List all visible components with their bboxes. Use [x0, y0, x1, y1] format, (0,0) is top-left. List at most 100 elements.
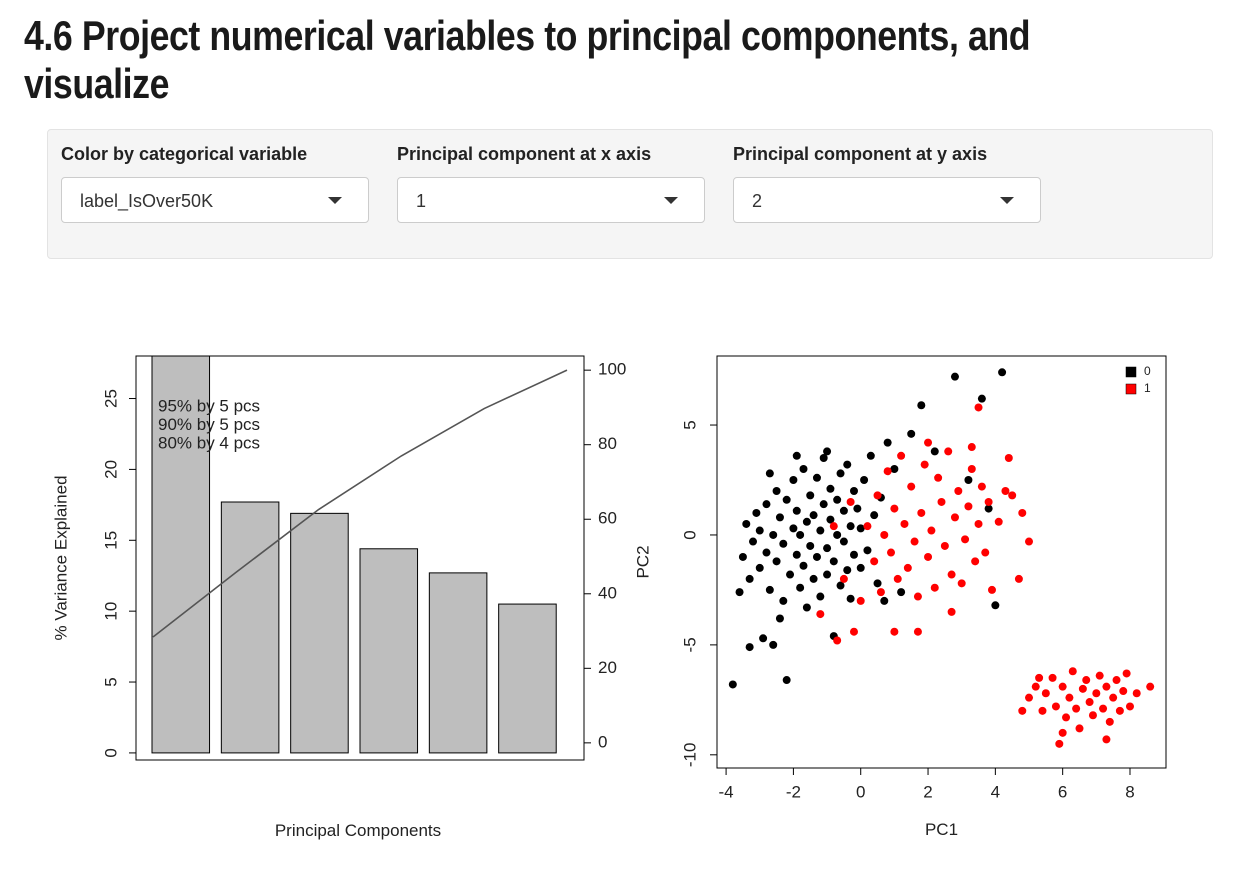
- point: [880, 596, 889, 605]
- point: [789, 475, 798, 484]
- x-tick-label: 4: [991, 782, 1000, 801]
- point: [846, 522, 855, 531]
- point: [839, 506, 848, 515]
- point: [816, 526, 825, 535]
- point: [913, 592, 922, 601]
- annotation: 95% by 5 pcs: [158, 396, 260, 415]
- bar: [220, 501, 280, 754]
- point: [964, 475, 973, 484]
- point: [769, 640, 778, 649]
- point: [1132, 689, 1141, 698]
- point: [883, 438, 892, 447]
- x-tick-label: -2: [786, 782, 801, 801]
- x-tick-label: 6: [1058, 782, 1067, 801]
- x-tick-label: 0: [856, 782, 865, 801]
- point: [1001, 486, 1010, 495]
- point: [1112, 676, 1121, 685]
- select[interactable]: 2: [733, 177, 1041, 223]
- point: [883, 467, 892, 476]
- point: [1085, 698, 1094, 707]
- point: [950, 513, 959, 522]
- point: [987, 585, 996, 594]
- point: [913, 627, 922, 636]
- point: [826, 515, 835, 524]
- point: [779, 539, 788, 548]
- point: [728, 680, 737, 689]
- point: [792, 550, 801, 559]
- point: [1122, 669, 1131, 678]
- point: [1058, 728, 1067, 737]
- point: [934, 473, 943, 482]
- point: [849, 486, 858, 495]
- point: [924, 438, 933, 447]
- point: [876, 588, 885, 597]
- page-title: 4.6 Project numerical variables to princ…: [24, 12, 1031, 107]
- point: [829, 557, 838, 566]
- point: [917, 401, 926, 410]
- point: [947, 570, 956, 579]
- y-tick-label: 10: [101, 602, 120, 621]
- point: [974, 519, 983, 528]
- point: [893, 574, 902, 583]
- point: [833, 636, 842, 645]
- point: [981, 548, 990, 557]
- point: [769, 530, 778, 539]
- point: [870, 557, 879, 566]
- point: [1115, 706, 1124, 715]
- point: [762, 500, 771, 509]
- point: [890, 627, 899, 636]
- point: [971, 557, 980, 566]
- point: [752, 508, 761, 517]
- annotation: 90% by 5 pcs: [158, 415, 260, 434]
- point: [917, 508, 926, 517]
- point: [812, 552, 821, 561]
- point: [856, 563, 865, 572]
- bar: [151, 356, 211, 754]
- point: [984, 497, 993, 506]
- point: [977, 482, 986, 491]
- y-tick-label: -10: [680, 743, 699, 768]
- point: [826, 484, 835, 493]
- plot-area: [151, 356, 568, 754]
- plot-box: [716, 355, 1167, 769]
- point: [789, 524, 798, 533]
- y-axis-label: PC2: [633, 545, 652, 578]
- select[interactable]: label_IsOver50K: [61, 177, 369, 223]
- point: [846, 594, 855, 603]
- select[interactable]: 1: [397, 177, 705, 223]
- point: [873, 491, 882, 500]
- point: [910, 537, 919, 546]
- point: [802, 517, 811, 526]
- point: [907, 429, 916, 438]
- point: [772, 557, 781, 566]
- point: [1095, 671, 1104, 680]
- x-tick-label: 2: [923, 782, 932, 801]
- point: [742, 519, 751, 528]
- bar: [290, 512, 349, 754]
- point: [1109, 693, 1118, 702]
- point: [843, 566, 852, 575]
- bar: [428, 572, 488, 754]
- point: [1048, 673, 1057, 682]
- point: [816, 592, 825, 601]
- legend-swatch: [1125, 383, 1137, 395]
- point: [856, 524, 865, 533]
- point: [745, 643, 754, 652]
- point: [765, 585, 774, 594]
- point: [1068, 667, 1077, 676]
- y2-tick-label: 20: [598, 658, 617, 677]
- point: [843, 460, 852, 469]
- point: [735, 588, 744, 597]
- annotation: 80% by 4 pcs: [158, 433, 260, 452]
- point: [833, 530, 842, 539]
- point: [900, 519, 909, 528]
- point: [1072, 704, 1081, 713]
- point: [1065, 693, 1074, 702]
- point: [1058, 682, 1067, 691]
- point: [1102, 735, 1111, 744]
- point: [772, 486, 781, 495]
- point: [1055, 739, 1064, 748]
- point: [1146, 682, 1155, 691]
- y2-tick-label: 80: [598, 434, 617, 453]
